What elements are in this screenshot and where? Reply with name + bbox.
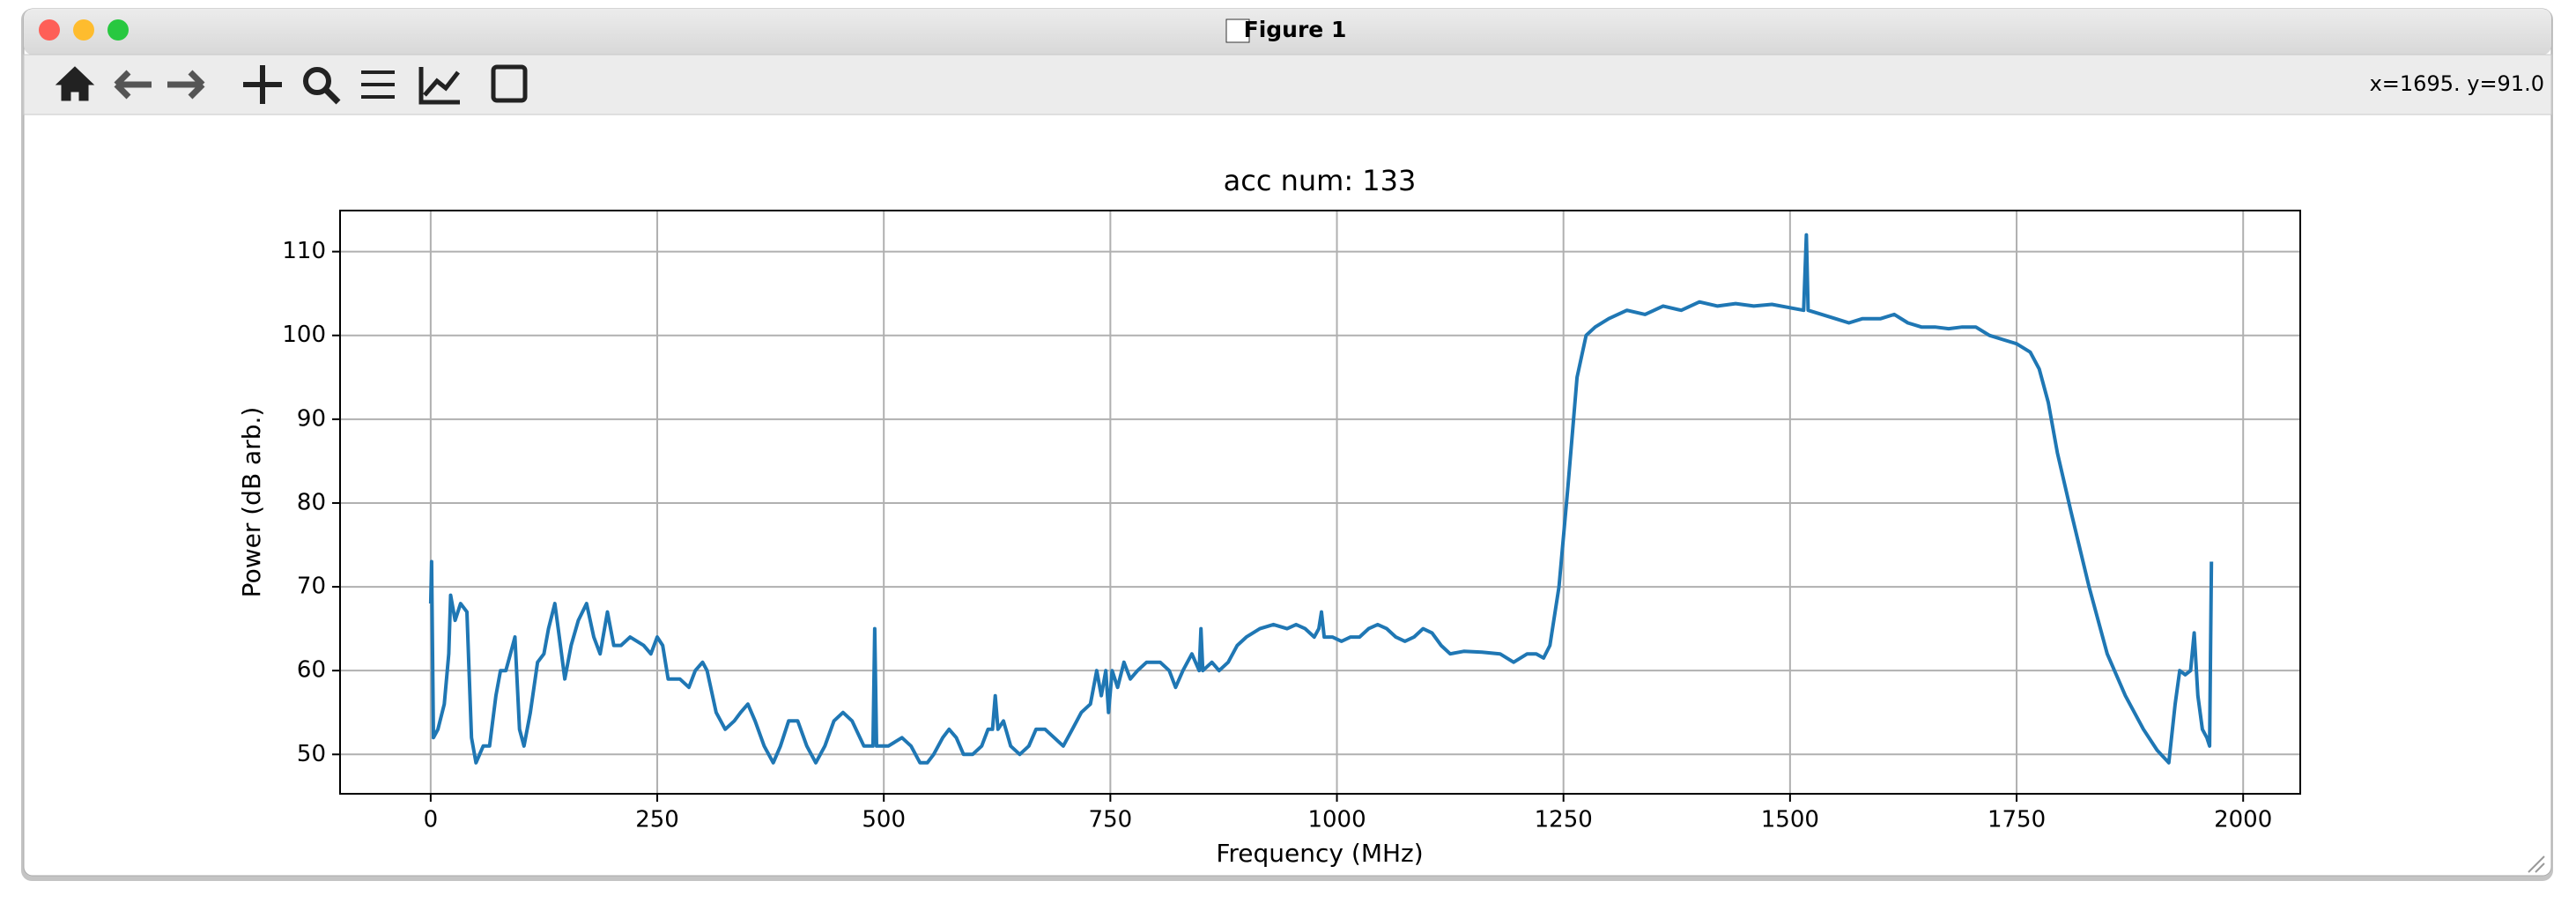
- toolbar: [23, 54, 2552, 115]
- zoom-tool-button[interactable]: [303, 67, 331, 95]
- y-tick-label: 70: [297, 574, 326, 600]
- y-tick-label: 60: [297, 657, 326, 684]
- forward-button[interactable]: [167, 70, 205, 100]
- window-title: Figure 1: [1244, 17, 1347, 42]
- x-axis-label: Frequency (MHz): [1216, 839, 1423, 868]
- chart-title: acc num: 133: [1224, 164, 1417, 197]
- plot-frame: [339, 210, 2301, 795]
- y-tick-label: 110: [282, 238, 326, 264]
- x-tick-label: 1000: [1307, 807, 1366, 833]
- x-tick-label: 2000: [2214, 807, 2272, 833]
- title-bar: [24, 9, 2551, 55]
- toolbar-icons: [55, 64, 528, 105]
- configure-button[interactable]: [361, 70, 395, 99]
- x-tick-label: 0: [424, 807, 439, 833]
- y-tick-label: 100: [282, 322, 326, 348]
- y-axis-label: Power (dB arb.): [237, 407, 266, 598]
- resize-grip: [2528, 855, 2545, 873]
- pan-button[interactable]: [243, 65, 282, 104]
- close-button[interactable]: [39, 19, 60, 41]
- x-tick-label: 750: [1089, 807, 1133, 833]
- data-line: [428, 233, 2214, 765]
- x-tick-label: 250: [635, 807, 679, 833]
- x-tick-label: 1500: [1761, 807, 1819, 833]
- y-tick-label: 80: [297, 489, 326, 515]
- app-icon: [1225, 19, 1250, 43]
- y-tick-label: 90: [297, 405, 326, 432]
- x-tick-label: 1750: [1988, 807, 2046, 833]
- y-tick-label: 50: [297, 741, 326, 767]
- zoom-button[interactable]: [107, 19, 129, 41]
- save-button[interactable]: [491, 64, 528, 103]
- home-button[interactable]: [55, 66, 95, 101]
- back-button[interactable]: [114, 70, 152, 100]
- axes-button[interactable]: [418, 67, 460, 105]
- status-text: x=1695. y=91.0: [2370, 71, 2544, 96]
- x-tick-label: 1250: [1535, 807, 1593, 833]
- x-tick-label: 500: [862, 807, 906, 833]
- minimize-button[interactable]: [73, 19, 94, 41]
